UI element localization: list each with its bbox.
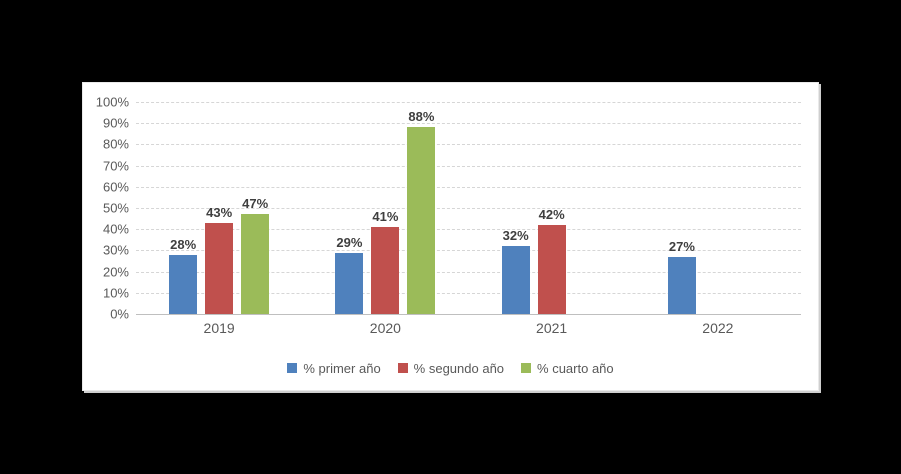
legend-item: % cuarto año	[521, 361, 614, 376]
legend-label: % segundo año	[413, 360, 505, 376]
y-axis-tick-label: 50%	[102, 200, 129, 216]
gridline	[136, 144, 801, 146]
gridline	[136, 250, 801, 252]
bar-data-label: 88%	[408, 109, 435, 125]
x-axis-tick-label: 2022	[702, 320, 734, 336]
bar: 47%	[241, 196, 270, 314]
x-axis-tick-label: 2020	[369, 320, 401, 336]
plot-area: 28% 43% 47% 29% 41% 88% 32% 42% 27%	[136, 102, 801, 315]
x-axis: 2019 2020 2021 2022	[136, 320, 801, 336]
y-axis-tick-label: 100%	[95, 94, 129, 110]
bar: 29%	[335, 235, 364, 314]
bar-group: 28% 43% 47%	[136, 102, 302, 314]
bar-data-label: 27%	[668, 238, 695, 254]
y-axis-tick-label: 10%	[102, 285, 129, 301]
bar: 88%	[407, 109, 436, 314]
bar: 41%	[371, 209, 400, 314]
legend-item: % segundo año	[397, 360, 505, 376]
legend: % primer año % segundo año % cuarto año	[83, 358, 818, 378]
bar-group: 29% 41% 88%	[302, 102, 468, 314]
bar-data-label: 47%	[242, 196, 269, 212]
y-axis-tick-label: 30%	[102, 242, 129, 258]
bar-group: 32% 42%	[469, 102, 635, 314]
gridline	[136, 229, 801, 231]
legend-swatch-icon	[521, 363, 532, 373]
bar: 42%	[537, 207, 566, 314]
gridline	[136, 123, 801, 125]
legend-label: % cuarto año	[537, 360, 614, 376]
gridline	[136, 165, 801, 167]
gridline	[136, 292, 801, 294]
x-axis-tick-label: 2019	[203, 320, 235, 336]
legend-swatch-icon	[397, 363, 408, 373]
bar-data-label: 29%	[336, 234, 363, 250]
gridline	[136, 186, 801, 188]
y-axis: 0% 10% 20% 30% 40% 50% 60% 70% 80% 90% 100%	[83, 95, 129, 322]
chart-panel: 0% 10% 20% 30% 40% 50% 60% 70% 80% 90% 100% 28% 43%…	[82, 82, 819, 391]
bar-data-label: 32%	[502, 228, 529, 244]
bar-data-label: 41%	[372, 209, 399, 225]
y-axis-tick-label: 80%	[102, 136, 129, 152]
legend-item: % primer año	[287, 360, 381, 376]
y-axis-tick-label: 90%	[102, 115, 129, 131]
bar-data-label: 42%	[538, 206, 565, 222]
y-axis-tick-label: 0%	[110, 306, 129, 322]
y-axis-tick-label: 60%	[102, 179, 129, 195]
x-axis-tick-label: 2021	[536, 320, 568, 336]
y-axis-tick-label: 70%	[102, 158, 129, 174]
bar-data-label: 28%	[170, 236, 197, 252]
y-axis-tick-label: 20%	[102, 264, 129, 280]
legend-label: % primer año	[303, 360, 381, 376]
bar: 43%	[205, 205, 234, 314]
bar: 27%	[667, 239, 696, 314]
legend-swatch-icon	[287, 363, 298, 373]
bar: 32%	[501, 228, 530, 314]
x-axis-line	[136, 314, 801, 315]
bar-group: 27%	[635, 102, 801, 314]
y-axis-tick-label: 40%	[102, 221, 129, 237]
bar-data-label: 43%	[206, 204, 233, 220]
gridline	[136, 208, 801, 209]
gridline	[136, 102, 801, 103]
gridline	[136, 271, 801, 273]
bar: 28%	[169, 237, 198, 314]
